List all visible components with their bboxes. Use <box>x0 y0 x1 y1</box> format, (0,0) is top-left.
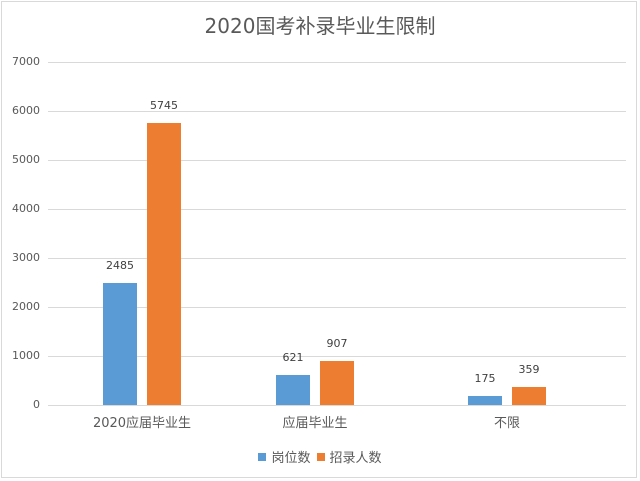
gridline <box>48 258 626 259</box>
bar-positions[interactable] <box>468 396 502 405</box>
gridline <box>48 307 626 308</box>
x-category-label: 应届毕业生 <box>282 416 348 431</box>
bar-value-label: 2485 <box>106 259 134 273</box>
gridline <box>48 62 626 63</box>
legend-label-positions: 岗位数 <box>271 451 311 466</box>
bar-positions[interactable] <box>103 283 137 405</box>
gridline <box>48 111 626 112</box>
bar-value-label: 359 <box>518 363 540 377</box>
bar-hires[interactable] <box>147 123 181 405</box>
bar-hires[interactable] <box>512 387 546 405</box>
bar-positions[interactable] <box>276 374 310 405</box>
legend-swatch-blue-icon <box>258 452 267 461</box>
bar-value-label: 175 <box>474 372 496 386</box>
bar-value-label: 621 <box>282 350 304 364</box>
gridline <box>48 405 626 406</box>
legend-label-hires: 招录人数 <box>329 451 382 466</box>
y-tick-label: 3000 <box>12 251 40 264</box>
y-tick-label: 6000 <box>12 104 40 117</box>
gridline <box>48 160 626 161</box>
bar-value-label: 907 <box>326 336 348 350</box>
y-tick-label: 0 <box>33 398 40 411</box>
legend-item-positions[interactable]: 岗位数 <box>258 447 311 466</box>
x-category-label: 不限 <box>493 416 520 431</box>
y-tick-label: 1000 <box>12 349 40 362</box>
chart-title: 2020国考补录毕业生限制 <box>204 14 436 38</box>
gridline <box>48 356 626 357</box>
bar-hires[interactable] <box>320 360 354 405</box>
legend-swatch-orange-icon <box>316 452 325 461</box>
gridline <box>48 209 626 210</box>
y-tick-label: 2000 <box>12 300 40 313</box>
y-tick-label: 7000 <box>12 55 40 68</box>
y-tick-label: 5000 <box>12 153 40 166</box>
x-category-label: 2020应届毕业生 <box>92 416 192 431</box>
bar-value-label: 5745 <box>150 99 178 113</box>
chart-legend: 岗位数 招录人数 <box>0 447 640 466</box>
legend-item-hires[interactable]: 招录人数 <box>316 447 382 466</box>
y-tick-label: 4000 <box>12 202 40 215</box>
